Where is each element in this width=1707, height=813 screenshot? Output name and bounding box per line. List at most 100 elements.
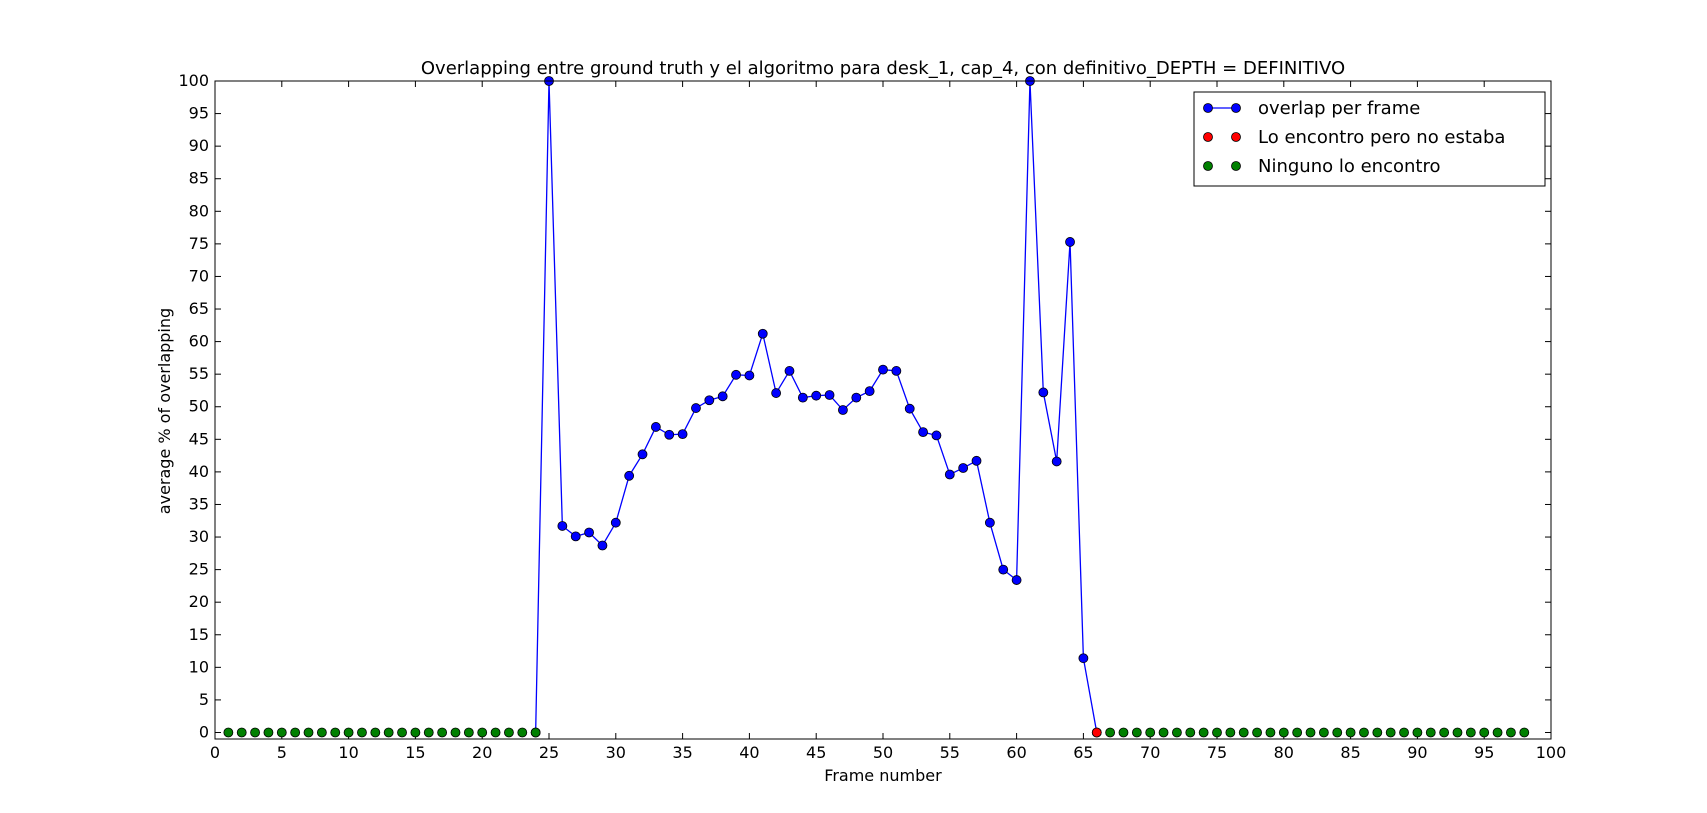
y-tick-label: 55 bbox=[189, 364, 209, 383]
data-point bbox=[1278, 727, 1289, 738]
legend-marker bbox=[1203, 103, 1213, 113]
data-point bbox=[624, 470, 635, 481]
x-tick-label: 40 bbox=[739, 743, 759, 762]
y-tick-label: 75 bbox=[189, 234, 209, 253]
data-point bbox=[1332, 727, 1343, 738]
y-tick-label: 30 bbox=[189, 527, 209, 546]
y-tick-label: 25 bbox=[189, 560, 209, 579]
data-point bbox=[784, 366, 795, 376]
data-point bbox=[1252, 727, 1262, 738]
data-point bbox=[650, 422, 661, 432]
x-tick-label: 75 bbox=[1207, 743, 1227, 762]
y-tick-label: 10 bbox=[189, 657, 209, 676]
y-tick-label: 5 bbox=[199, 690, 209, 709]
legend-label: Lo encontro pero no estaba bbox=[1258, 127, 1505, 148]
data-point bbox=[1091, 727, 1102, 738]
data-point bbox=[717, 391, 728, 402]
data-point bbox=[918, 427, 928, 438]
data-point bbox=[1292, 727, 1303, 738]
legend-marker bbox=[1231, 132, 1241, 142]
data-point bbox=[1238, 727, 1249, 738]
data-point bbox=[944, 469, 955, 480]
data-point bbox=[971, 455, 982, 466]
data-point bbox=[370, 727, 381, 738]
x-tick-label: 55 bbox=[940, 743, 960, 762]
x-tick-label: 5 bbox=[277, 743, 287, 762]
data-point bbox=[691, 403, 701, 413]
y-axis-label: average % of overlapping bbox=[155, 308, 174, 514]
data-point bbox=[477, 727, 488, 738]
data-point bbox=[1372, 727, 1383, 738]
data-point bbox=[1399, 727, 1409, 738]
y-tick-label: 80 bbox=[189, 201, 209, 220]
data-point bbox=[1519, 727, 1530, 738]
x-tick-label: 45 bbox=[806, 743, 826, 762]
data-point bbox=[303, 727, 314, 738]
data-point bbox=[838, 405, 848, 415]
y-tick-label: 70 bbox=[189, 266, 209, 285]
data-point bbox=[1065, 237, 1075, 247]
series-0 bbox=[530, 76, 1102, 738]
data-point bbox=[904, 403, 915, 414]
data-point bbox=[1425, 727, 1436, 738]
legend-marker bbox=[1231, 103, 1241, 113]
data-point bbox=[1105, 727, 1116, 738]
data-point bbox=[410, 727, 421, 738]
legend-marker bbox=[1231, 161, 1241, 171]
data-point bbox=[263, 727, 274, 738]
y-tick-label: 0 bbox=[199, 722, 209, 741]
legend: overlap per frame Lo encontro pero no est… bbox=[1193, 91, 1546, 187]
data-point bbox=[316, 727, 327, 738]
y-tick-label: 50 bbox=[189, 397, 209, 416]
data-point bbox=[236, 727, 247, 738]
data-point bbox=[1225, 727, 1236, 738]
data-point bbox=[1051, 456, 1062, 467]
data-point bbox=[330, 727, 341, 738]
data-point bbox=[1158, 727, 1169, 738]
data-point bbox=[1185, 727, 1196, 738]
series-2 bbox=[223, 727, 1530, 738]
x-tick-label: 65 bbox=[1073, 743, 1093, 762]
data-point bbox=[851, 392, 862, 403]
data-point bbox=[1118, 727, 1129, 738]
data-point bbox=[891, 366, 902, 376]
x-axis-label: Frame number bbox=[824, 766, 942, 785]
y-tick-label: 100 bbox=[178, 71, 209, 90]
data-point bbox=[1385, 727, 1396, 738]
data-point bbox=[1318, 727, 1329, 738]
legend-marker bbox=[1203, 161, 1213, 171]
data-point bbox=[931, 430, 942, 441]
data-point bbox=[276, 727, 287, 738]
data-point bbox=[1345, 727, 1356, 738]
data-point bbox=[637, 449, 648, 460]
y-tick-label: 95 bbox=[189, 104, 209, 123]
data-point bbox=[530, 727, 541, 738]
data-point bbox=[584, 527, 594, 538]
x-tick-label: 90 bbox=[1407, 743, 1427, 762]
data-point bbox=[797, 392, 808, 403]
data-point bbox=[357, 727, 367, 738]
x-tick-label: 35 bbox=[672, 743, 692, 762]
x-tick-label: 50 bbox=[873, 743, 893, 762]
data-point bbox=[1359, 727, 1369, 738]
data-point bbox=[597, 540, 608, 551]
x-tick-label: 30 bbox=[606, 743, 626, 762]
data-point bbox=[757, 328, 768, 339]
legend-label: Ninguno lo encontro bbox=[1258, 156, 1440, 177]
x-tick-label: 95 bbox=[1474, 743, 1494, 762]
data-point bbox=[744, 370, 755, 381]
y-tick-label: 90 bbox=[189, 136, 209, 155]
y-tick-label: 85 bbox=[189, 169, 209, 188]
x-tick-label: 20 bbox=[472, 743, 492, 762]
data-point bbox=[1452, 727, 1463, 738]
data-point bbox=[1506, 727, 1516, 738]
x-tick-label: 100 bbox=[1536, 743, 1567, 762]
data-point bbox=[1265, 727, 1276, 738]
data-point bbox=[984, 517, 995, 528]
y-tick-label: 35 bbox=[189, 494, 209, 513]
data-point bbox=[704, 395, 715, 406]
x-tick-label: 85 bbox=[1340, 743, 1360, 762]
data-point bbox=[343, 727, 354, 738]
data-point bbox=[771, 388, 782, 398]
legend-box bbox=[1193, 91, 1546, 187]
